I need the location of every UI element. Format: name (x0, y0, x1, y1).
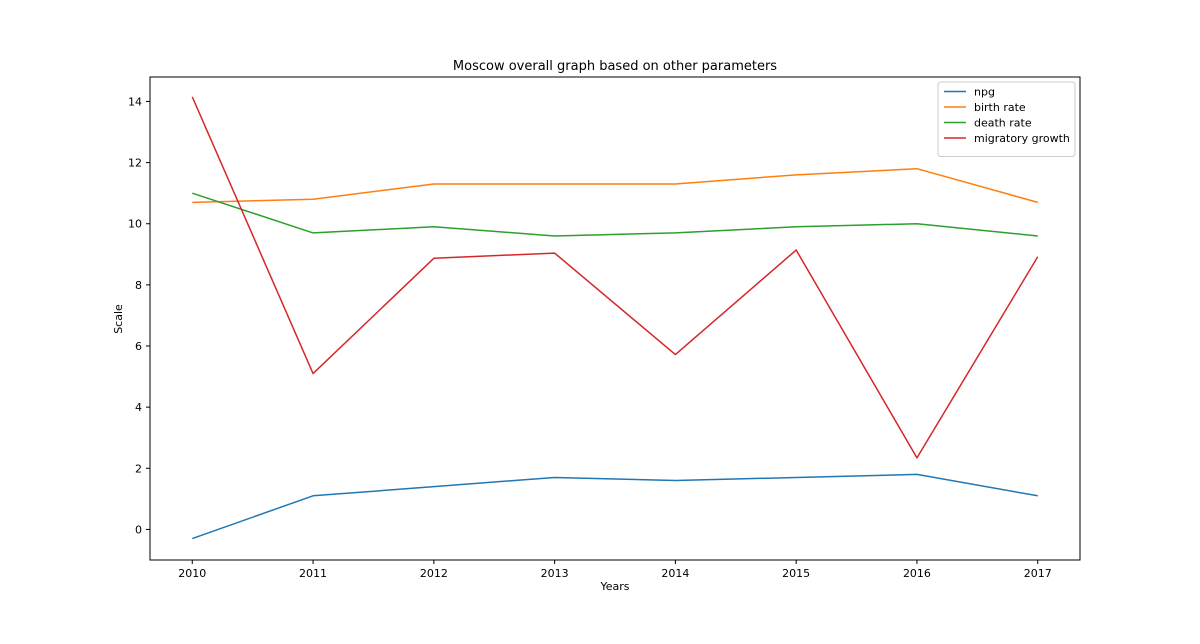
data-point-birth-rate (916, 168, 918, 170)
data-point-npg (433, 485, 435, 487)
y-tick-label: 2 (135, 462, 142, 475)
data-point-death-rate (191, 192, 193, 194)
legend-label-migratory-growth: migratory growth (974, 132, 1070, 145)
y-tick-label: 10 (128, 218, 142, 231)
data-point-migratory-growth (553, 252, 555, 254)
series-line-migratory-growth (191, 96, 1039, 459)
data-point-migratory-growth (674, 353, 676, 355)
y-axis-label: Scale (112, 304, 125, 334)
data-point-birth-rate (674, 183, 676, 185)
plot-frame (149, 76, 1081, 561)
data-point-birth-rate (191, 201, 193, 203)
y-tick-label: 14 (128, 95, 142, 108)
data-point-birth-rate (433, 183, 435, 185)
y-tick-label: 8 (135, 279, 142, 292)
data-point-birth-rate (795, 174, 797, 176)
legend-box (937, 81, 1076, 157)
legend: npg birth rate death rate migratory growth (937, 81, 1076, 157)
data-point-npg (553, 476, 555, 478)
data-point-npg (916, 473, 918, 475)
data-point-birth-rate (1037, 201, 1039, 203)
legend-label-npg: npg (974, 86, 995, 99)
data-point-npg (1037, 495, 1039, 497)
series-line-birth-rate (192, 167, 1038, 204)
data-point-npg (674, 479, 676, 481)
data-point-migratory-growth (433, 257, 435, 259)
data-point-birth-rate (553, 183, 555, 185)
y-tick-label: 12 (128, 157, 142, 170)
x-tick-label: 2012 (420, 567, 448, 580)
data-point-migratory-growth (1037, 256, 1039, 258)
series-line-death-rate (192, 192, 1038, 237)
data-point-death-rate (312, 232, 314, 234)
data-point-death-rate (433, 226, 435, 228)
x-tick-label: 2011 (299, 567, 327, 580)
x-tick-label: 2010 (178, 567, 206, 580)
data-point-death-rate (674, 232, 676, 234)
chart-title: Moscow overall graph based on other para… (453, 59, 777, 74)
data-point-migratory-growth (312, 372, 314, 374)
legend-label-death-rate: death rate (974, 117, 1032, 130)
data-point-death-rate (795, 226, 797, 228)
data-point-birth-rate (312, 198, 314, 200)
y-tick-label: 0 (135, 523, 142, 536)
data-point-death-rate (916, 223, 918, 225)
data-point-death-rate (553, 235, 555, 237)
data-point-npg (795, 476, 797, 478)
data-point-migratory-growth (191, 96, 193, 98)
x-tick-label: 2016 (903, 567, 931, 580)
data-point-npg (191, 537, 193, 539)
data-point-migratory-growth (916, 457, 918, 459)
y-tick-label: 6 (135, 340, 142, 353)
x-axis-label: Years (599, 580, 629, 593)
x-tick-label: 2017 (1024, 567, 1052, 580)
x-tick-label: 2014 (661, 567, 689, 580)
plot-area: 2010 2011 2012 2013 2014 2015 2016 2017 0 2 4 6 8 10 1… (128, 76, 1081, 580)
series-line-npg (192, 473, 1038, 540)
data-point-migratory-growth (795, 249, 797, 251)
y-tick-label: 4 (135, 401, 142, 414)
legend-label-birth-rate: birth rate (974, 101, 1026, 114)
x-tick-label: 2015 (782, 567, 810, 580)
x-tick-label: 2013 (541, 567, 569, 580)
data-point-death-rate (1037, 235, 1039, 237)
data-point-npg (312, 495, 314, 497)
